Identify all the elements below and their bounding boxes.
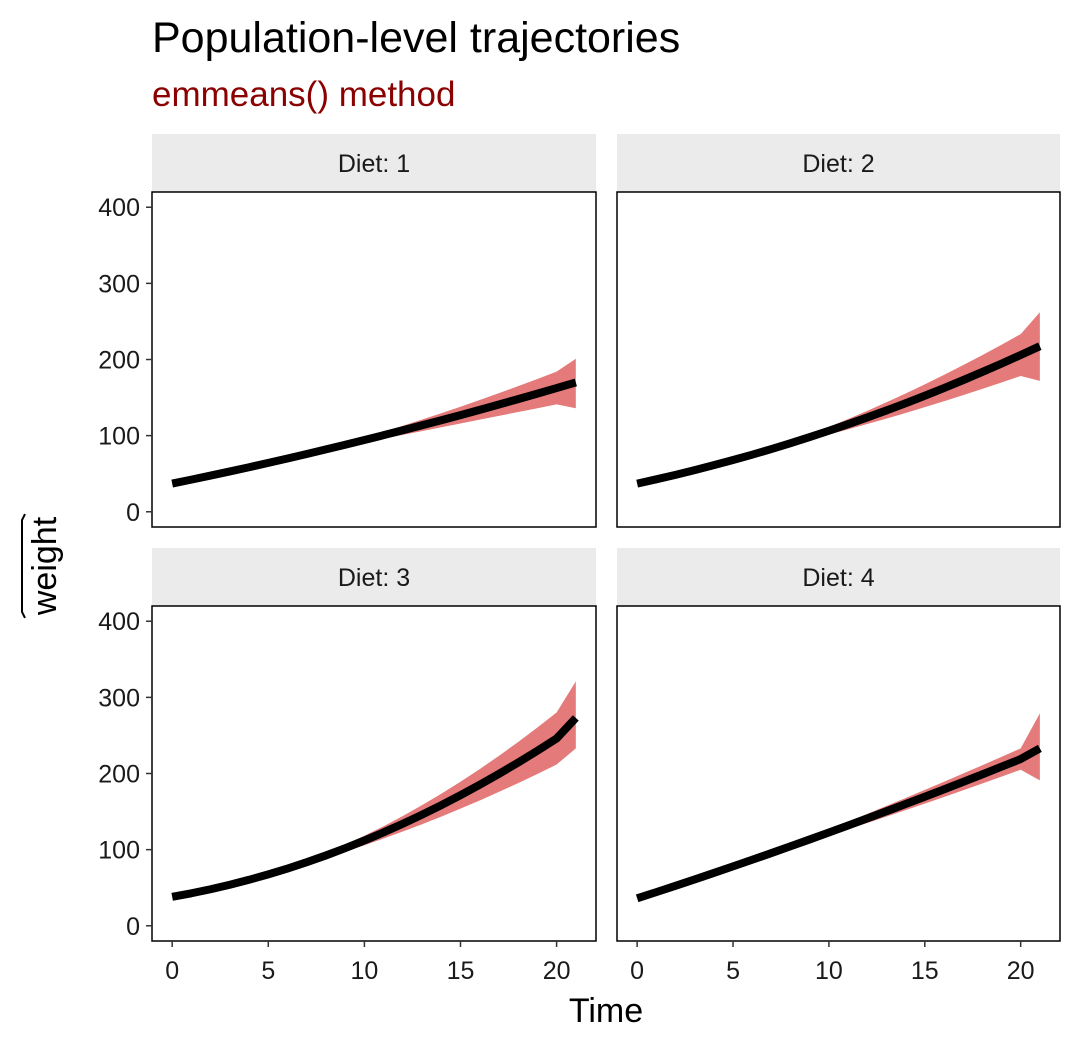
y-tick-label: 400	[98, 608, 140, 636]
x-tick-label: 10	[350, 957, 378, 985]
x-tick-label: 5	[726, 957, 740, 985]
y-tick-label: 300	[98, 270, 140, 298]
panel-border	[616, 191, 1061, 528]
facet-panel: Diet: 1 0 100 200 300 400	[98, 134, 597, 528]
y-tick-label: 0	[126, 499, 140, 527]
x-tick-label: 0	[630, 957, 644, 985]
facet-strip-label: Diet: 4	[802, 564, 874, 592]
y-tick-label: 200	[98, 347, 140, 375]
x-tick-label: 20	[543, 957, 571, 985]
facet-panel: Diet: 2	[616, 134, 1061, 528]
x-tick-label: 15	[911, 957, 939, 985]
x-tick-label: 10	[815, 957, 843, 985]
y-axis-title: weight	[26, 516, 64, 616]
y-tick-label: 400	[98, 194, 140, 222]
x-tick-label: 20	[1007, 957, 1035, 985]
y-tick-label: 100	[98, 837, 140, 865]
x-tick-label: 0	[165, 957, 179, 985]
panel-border	[616, 605, 1061, 942]
facet-strip-label: Diet: 1	[338, 150, 410, 178]
trajectory-line	[636, 342, 1042, 488]
x-tick-label: 15	[447, 957, 475, 985]
chart-title: Population-level trajectories	[152, 14, 680, 62]
trajectory-line	[171, 378, 577, 488]
facet-panel: Diet: 3 0 100 200 300 400 0 5 10 15 20	[98, 548, 597, 985]
facet-panel: Diet: 4 0 5 10 15 20	[616, 548, 1061, 985]
facet-strip-label: Diet: 3	[338, 564, 410, 592]
confidence-ribbon	[172, 681, 576, 897]
y-tick-label: 200	[98, 761, 140, 789]
trajectory-line	[635, 744, 1042, 903]
y-tick-label: 100	[98, 423, 140, 451]
facet-strip	[152, 134, 596, 192]
y-axis-title-group: weight	[21, 513, 64, 619]
facet-strip	[152, 548, 596, 606]
x-tick-label: 5	[261, 957, 275, 985]
chart-subtitle: emmeans() method	[152, 75, 455, 114]
facet-strip-label: Diet: 2	[802, 150, 874, 178]
facet-strip	[617, 548, 1060, 606]
y-tick-label: 300	[98, 684, 140, 712]
trajectory-line	[171, 715, 579, 901]
y-tick-label: 0	[126, 913, 140, 941]
x-axis-title: Time	[569, 992, 643, 1030]
facet-strip	[617, 134, 1060, 192]
y-axis-title-hat	[21, 513, 26, 619]
